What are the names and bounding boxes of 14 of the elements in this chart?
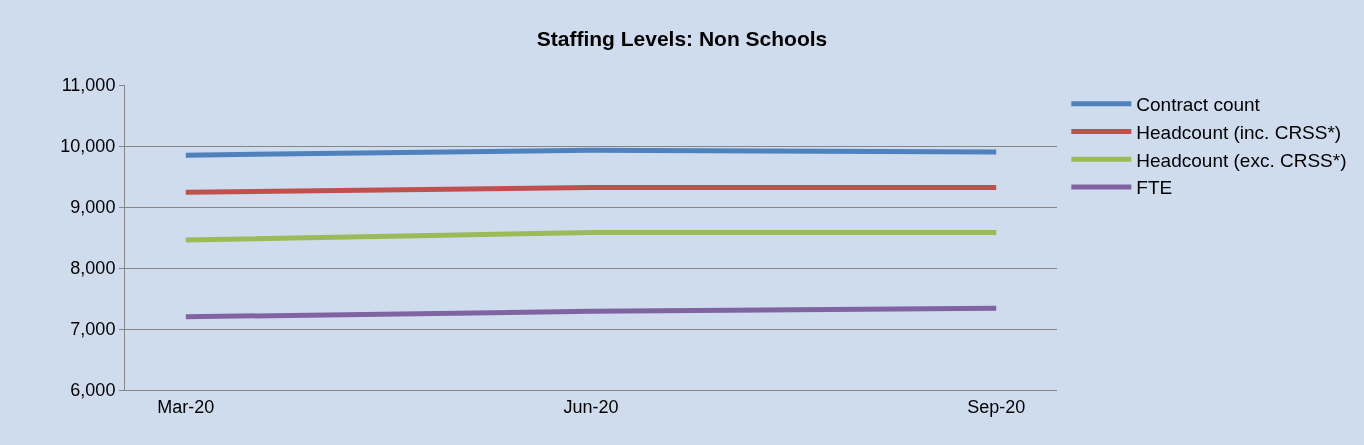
y-tick-label: 10,000 xyxy=(60,136,116,157)
y-tick-label: 8,000 xyxy=(70,258,116,279)
x-tick-label: Sep-20 xyxy=(967,396,1026,417)
chart-title: Staffing Levels: Non Schools xyxy=(536,26,828,50)
legend-label: FTE xyxy=(1136,177,1173,199)
x-tick-label: Mar-20 xyxy=(157,396,215,417)
x-tick-label: Jun-20 xyxy=(563,396,619,417)
y-tick-label: 11,000 xyxy=(61,75,116,96)
legend-label: Contract count xyxy=(1136,94,1261,116)
y-tick-label: 6,000 xyxy=(70,380,116,401)
y-tick-label: 9,000 xyxy=(70,197,116,218)
legend-label: Headcount (inc. CRSS*) xyxy=(1136,121,1342,143)
legend-label: Headcount (exc. CRSS*) xyxy=(1136,149,1347,171)
y-tick-label: 7,000 xyxy=(70,319,116,340)
